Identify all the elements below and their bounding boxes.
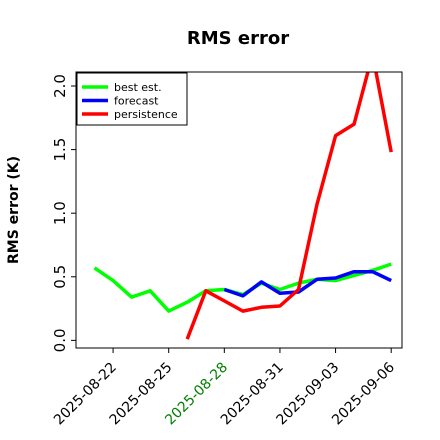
legend-label: persistence bbox=[114, 108, 178, 121]
plot-area-frame bbox=[75, 71, 403, 349]
series-line-forecast bbox=[223, 269, 392, 298]
series-line-persistence bbox=[185, 72, 393, 340]
y-tick-label: 0.5 bbox=[51, 265, 69, 289]
y-tick-label: 2.0 bbox=[51, 74, 69, 98]
y-tick-label: 1.5 bbox=[51, 138, 69, 162]
y-axis-label: RMS error (K) bbox=[6, 156, 22, 264]
chart-title: RMS error bbox=[187, 28, 289, 49]
y-tick-label: 1.0 bbox=[51, 201, 69, 225]
series-line-best-est bbox=[93, 262, 392, 313]
legend-label: best est. bbox=[114, 81, 162, 94]
legend-label: forecast bbox=[114, 95, 159, 108]
y-tick-label: 0.0 bbox=[51, 328, 69, 352]
